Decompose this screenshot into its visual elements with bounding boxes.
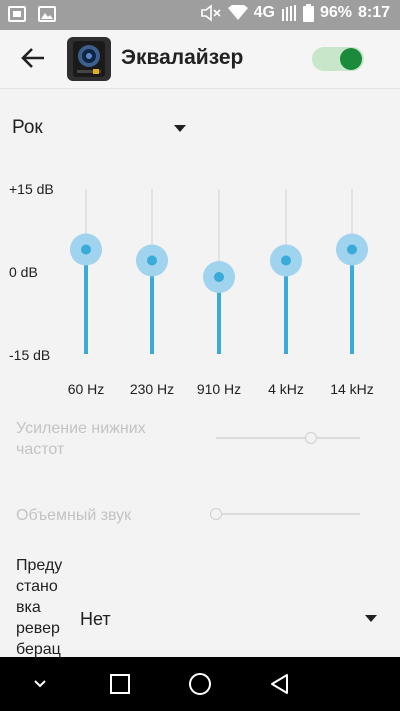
navigation-bar	[0, 657, 400, 711]
square-icon	[110, 674, 130, 694]
eq-band-thumb[interactable]	[214, 272, 224, 282]
toggle-thumb	[340, 48, 362, 70]
back-arrow-icon[interactable]	[18, 42, 50, 74]
equalizer-app-icon	[67, 37, 111, 81]
eq-band-4[interactable]	[336, 189, 368, 354]
eq-band-2[interactable]	[203, 189, 235, 354]
hide-keyboard-button[interactable]	[10, 657, 70, 711]
reverb-label: Преду стано вка ревер берац	[16, 557, 63, 658]
equalizer-toggle[interactable]	[312, 47, 364, 71]
gallery-icon	[8, 6, 26, 22]
eq-band-3[interactable]	[270, 189, 302, 354]
dropdown-arrow-icon	[174, 125, 186, 132]
page-title: Эквалайзер	[121, 46, 244, 69]
surround-slider[interactable]	[216, 513, 360, 515]
reverb-dropdown-arrow-icon[interactable]	[365, 615, 377, 622]
eq-band-label: 4 kHz	[268, 381, 304, 397]
db-max-label: +15 dB	[9, 181, 54, 197]
preset-dropdown[interactable]: Рок	[12, 117, 192, 143]
bass-boost-label: Усиление нижних частот	[16, 420, 146, 458]
triangle-back-icon	[271, 674, 288, 694]
eq-band-thumb[interactable]	[81, 244, 91, 255]
clock: 8:17	[357, 4, 390, 21]
surround-label: Объемный звук	[16, 507, 132, 524]
app-bar: Эквалайзер	[0, 30, 400, 89]
mute-icon	[200, 4, 221, 22]
home-button[interactable]	[170, 657, 230, 711]
settings-content: Рок +15 dB 0 dB -15 dB 60 Hz 230 Hz 910 Hz…	[0, 89, 400, 658]
eq-band-label: 60 Hz	[67, 381, 105, 397]
battery-icon	[302, 4, 314, 22]
eq-band-thumb[interactable]	[147, 255, 157, 266]
bass-boost-thumb[interactable]	[305, 432, 318, 444]
battery-level: 96%	[319, 4, 352, 21]
eq-band-label: 230 Hz	[129, 381, 175, 397]
db-min-label: -15 dB	[9, 347, 51, 363]
circle-icon	[189, 673, 211, 695]
eq-band-label: 910 Hz	[196, 381, 242, 397]
wifi-icon	[227, 5, 248, 20]
network-type: 4G	[253, 4, 275, 21]
signal-icon	[281, 5, 296, 21]
db-mid-label: 0 dB	[9, 264, 38, 280]
bass-boost-slider[interactable]	[216, 437, 360, 439]
image-icon	[38, 6, 56, 22]
status-bar: 4G 96% 8:17	[0, 0, 400, 30]
preset-value: Рок	[12, 117, 43, 138]
eq-band-thumb[interactable]	[347, 244, 357, 255]
recents-button[interactable]	[90, 657, 150, 711]
eq-band-thumb[interactable]	[281, 255, 291, 266]
eq-band-label: 14 kHz	[330, 381, 374, 397]
chevron-down-icon	[34, 680, 46, 688]
reverb-dropdown[interactable]: Нет	[80, 609, 111, 629]
surround-thumb[interactable]	[210, 508, 222, 520]
eq-band-0[interactable]	[70, 189, 102, 354]
eq-band-1[interactable]	[136, 189, 168, 354]
back-button[interactable]	[250, 657, 310, 711]
equalizer-bands	[70, 189, 368, 354]
